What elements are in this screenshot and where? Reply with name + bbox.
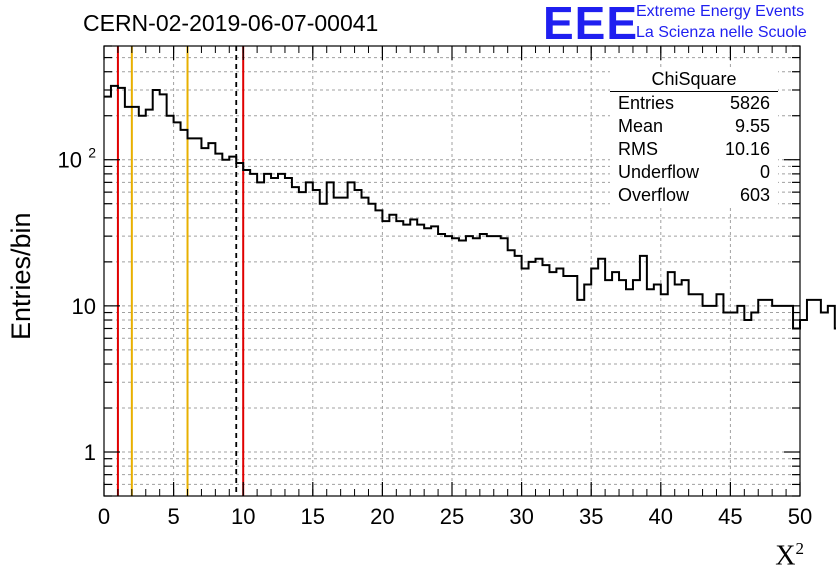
eee-logo: EEE — [543, 0, 639, 49]
y-tick-label: 10 — [72, 294, 96, 319]
y-tick-label-exponent: 2 — [88, 145, 96, 161]
x-tick-label: 40 — [649, 504, 673, 529]
stats-label: Overflow — [618, 185, 690, 205]
stats-label: RMS — [618, 139, 658, 159]
y-tick-label: 10 — [58, 148, 82, 173]
x-tick-label: 15 — [301, 504, 325, 529]
stats-row-mean: Mean 9.55 — [610, 115, 778, 138]
stats-value: 0 — [759, 162, 770, 182]
stats-value: 10.16 — [724, 139, 770, 159]
stats-label: Mean — [618, 116, 664, 136]
stats-value: 603 — [739, 185, 770, 205]
x-axis-label: X2 — [775, 538, 804, 571]
stats-label: Underflow — [618, 162, 700, 182]
stats-value: 5826 — [729, 93, 770, 113]
x-tick-label: 20 — [370, 504, 394, 529]
x-tick-label: 35 — [579, 504, 603, 529]
x-tick-label: 0 — [98, 504, 110, 529]
logo-subtitle-line2: La Scienza nelle Scuole — [636, 24, 807, 41]
stats-row-entries: Entries 5826 — [610, 92, 778, 115]
y-axis-label: Entries/bin — [6, 212, 36, 340]
stats-value: 9.55 — [734, 116, 770, 136]
x-tick-label: 25 — [440, 504, 464, 529]
x-tick-label: 45 — [718, 504, 742, 529]
stats-row-underflow: Underflow 0 — [610, 161, 778, 184]
x-tick-label: 30 — [509, 504, 533, 529]
stats-box: ChiSquare Entries 5826 Mean 9.55 RMS 10.… — [610, 67, 778, 207]
x-tick-label: 5 — [167, 504, 179, 529]
chart-title: CERN-02-2019-06-07-00041 — [83, 10, 379, 36]
stats-title: ChiSquare — [610, 67, 778, 92]
x-tick-label: 50 — [788, 504, 812, 529]
stats-row-overflow: Overflow 603 — [610, 184, 778, 207]
y-tick-label: 1 — [84, 440, 96, 465]
stats-row-rms: RMS 10.16 — [610, 138, 778, 161]
stats-label: Entries — [618, 93, 675, 113]
histogram-line — [104, 84, 836, 330]
logo-subtitle-line1: Extreme Energy Events — [636, 3, 805, 20]
x-tick-label: 10 — [231, 504, 255, 529]
